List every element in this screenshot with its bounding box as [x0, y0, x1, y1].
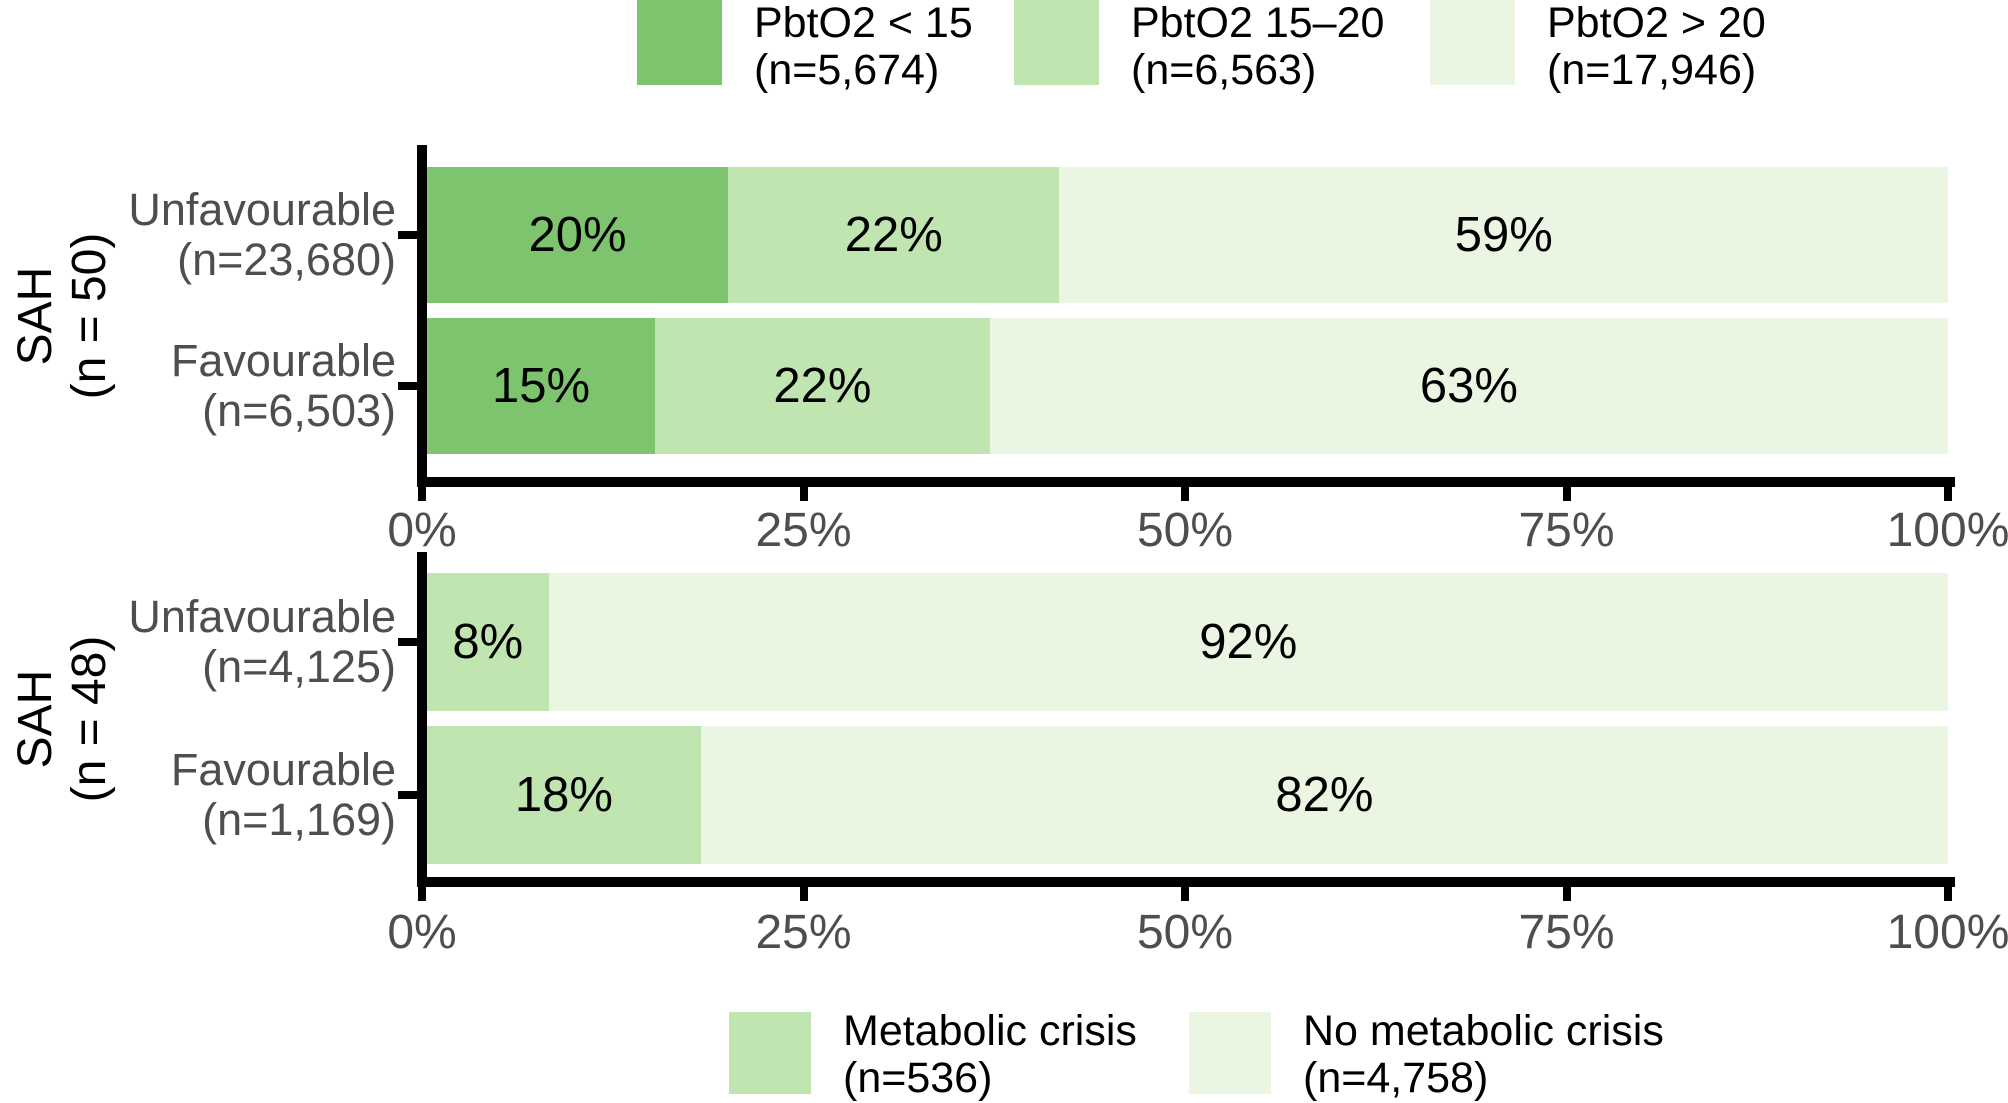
category-label: Unfavourable (n=23,680) [0, 185, 396, 285]
x-tick-label: 75% [1518, 504, 1615, 557]
legend-label-line: Metabolic crisis [843, 1007, 1137, 1055]
x-tick-mark [418, 487, 426, 501]
x-tick-mark [799, 887, 808, 901]
legend-item: No metabolic crisis (n=4,758) [1189, 1008, 1664, 1102]
y-tick-mark [398, 231, 418, 239]
category-label-line: (n=23,680) [177, 234, 396, 285]
bar-segment [427, 573, 549, 711]
x-tick-mark [1181, 487, 1189, 501]
legend-label: PbtO2 < 15 (n=5,674) [754, 0, 973, 94]
legend-label-line: PbtO2 < 15 [754, 0, 973, 47]
category-label: Favourable (n=6,503) [0, 336, 396, 436]
bar-value-label: 18% [514, 768, 613, 822]
legend-swatch [729, 1012, 811, 1094]
y-axis-group-title-line: (n = 50) [63, 232, 116, 400]
x-tick-mark [1562, 487, 1571, 501]
x-tick-label: 50% [1136, 504, 1234, 557]
bar-segment [728, 167, 1060, 303]
y-tick-mark [398, 382, 418, 390]
x-tick-mark [418, 887, 426, 901]
legend-item: Metabolic crisis (n=536) [729, 1008, 1137, 1102]
bar-segment [427, 318, 656, 454]
legend-label-line: (n=6,563) [1131, 46, 1317, 94]
y-axis-spine [417, 145, 427, 487]
category-label-line: Unfavourable [128, 184, 396, 235]
bar-value-label: 92% [1199, 615, 1298, 669]
legend-label-line: PbtO2 15–20 [1131, 0, 1385, 47]
bar-segment [1059, 167, 1948, 303]
category-label-line: (n=6,503) [202, 385, 396, 436]
legend-swatch [1430, 0, 1515, 85]
bar-value-label: 63% [1419, 359, 1518, 413]
legend-label-line: (n=17,946) [1547, 46, 1757, 94]
bar-segment [700, 726, 1948, 864]
y-axis-group-title: SAH (n = 50) [9, 126, 121, 506]
x-tick-label: 75% [1518, 906, 1615, 959]
bar-value-label: 59% [1454, 208, 1553, 262]
bar-segment [427, 726, 701, 864]
bar-value-label: 82% [1275, 768, 1374, 822]
x-tick-label: 100% [1886, 504, 2008, 557]
category-label: Favourable (n=1,169) [0, 745, 396, 845]
bar-value-label: 22% [844, 208, 943, 262]
x-tick-label: 100% [1886, 906, 2008, 959]
category-label-line: Favourable [170, 744, 396, 795]
x-tick-mark [1944, 887, 1952, 901]
y-axis-group-title-line: (n = 48) [63, 635, 116, 803]
legend-item: PbtO2 > 20 (n=17,946) [1430, 0, 1766, 94]
legend-label-line: (n=536) [843, 1054, 993, 1102]
x-tick-label: 0% [387, 504, 457, 557]
category-label-line: (n=1,169) [202, 794, 396, 845]
legend-swatch [637, 0, 722, 85]
x-tick-label: 50% [1136, 906, 1234, 959]
x-tick-label: 25% [755, 504, 852, 557]
legend-label: No metabolic crisis (n=4,758) [1303, 1008, 1664, 1102]
bar-value-label: 20% [528, 208, 627, 262]
bar-value-label: 8% [452, 615, 524, 669]
x-tick-label: 0% [387, 906, 457, 959]
x-tick-label: 25% [755, 906, 852, 959]
category-label: Unfavourable (n=4,125) [0, 592, 396, 692]
legend-label-line: (n=5,674) [754, 46, 940, 94]
legend-label: Metabolic crisis (n=536) [843, 1008, 1137, 1102]
legend-swatch [1189, 1012, 1271, 1094]
x-axis-line [417, 477, 1955, 487]
y-axis-group-title-line: SAH [9, 266, 62, 366]
x-tick-mark [799, 487, 808, 501]
bar-segment [548, 573, 1948, 711]
category-label-line: (n=4,125) [202, 641, 396, 692]
category-label-line: Favourable [170, 335, 396, 386]
x-axis-line [417, 877, 1955, 887]
legend-item: PbtO2 15–20 (n=6,563) [1014, 0, 1384, 94]
legend-item: PbtO2 < 15 (n=5,674) [637, 0, 973, 94]
y-axis-spine [417, 552, 427, 887]
x-tick-mark [1944, 487, 1952, 501]
y-tick-mark [398, 638, 418, 646]
legend-label-line: No metabolic crisis [1303, 1007, 1664, 1055]
legend-swatch [1014, 0, 1099, 85]
bar-segment [989, 318, 1948, 454]
bar-segment [655, 318, 990, 454]
bar-segment [427, 167, 729, 303]
bar-value-label: 15% [492, 359, 591, 413]
y-axis-group-title-line: SAH [9, 669, 62, 769]
legend-label-line: PbtO2 > 20 [1547, 0, 1766, 47]
legend-label: PbtO2 15–20 (n=6,563) [1131, 0, 1384, 94]
x-tick-mark [1181, 887, 1189, 901]
category-label-line: Unfavourable [128, 591, 396, 642]
y-tick-mark [398, 791, 418, 799]
legend-label: PbtO2 > 20 (n=17,946) [1547, 0, 1766, 94]
x-tick-mark [1562, 887, 1571, 901]
y-axis-group-title: SAH (n = 48) [9, 529, 121, 909]
legend-label-line: (n=4,758) [1303, 1054, 1489, 1102]
bar-value-label: 22% [773, 359, 872, 413]
